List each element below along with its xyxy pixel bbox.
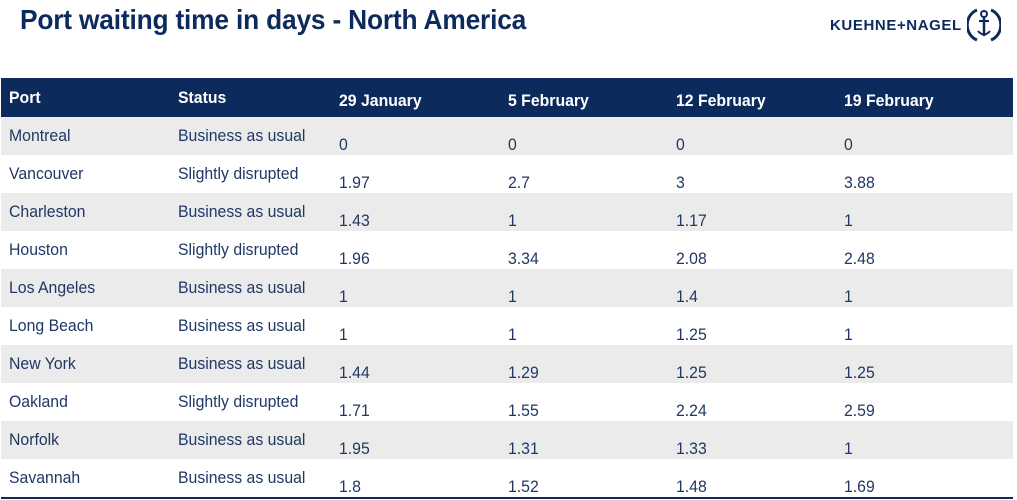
column-header-19-february: 19 February (844, 91, 934, 110)
waiting-days-cell: 3 (676, 173, 685, 192)
waiting-days-cell: 1.4 (676, 287, 698, 306)
waiting-days-cell: 1.69 (844, 477, 875, 496)
status-cell: Business as usual (178, 316, 306, 335)
column-header-status: Status (178, 88, 227, 107)
port-cell: Oakland (9, 392, 68, 411)
waiting-days-cell: 1.55 (508, 401, 539, 420)
port-cell: Los Angeles (9, 278, 96, 297)
waiting-days-cell: 2.08 (676, 249, 707, 268)
port-cell: Norfolk (9, 430, 60, 449)
status-cell: Business as usual (178, 126, 306, 145)
port-cell: Charleston (9, 202, 86, 221)
waiting-days-cell: 1.48 (676, 477, 707, 496)
waiting-days-cell: 1.29 (508, 363, 539, 382)
waiting-days-cell: 1.25 (676, 325, 707, 344)
waiting-days-cell: 0 (676, 135, 685, 154)
table-body: Montreal Business as usual 0 0 0 0 Vancouver Sl… (1, 117, 1013, 497)
port-waiting-table: Port Status 29 January 5 February 12 Feb… (1, 78, 1013, 499)
port-cell: Vancouver (9, 164, 84, 183)
table-row: Long Beach Business as usual 1 1 1.25 1 (1, 307, 1013, 345)
status-cell: Business as usual (178, 468, 306, 487)
waiting-days-cell: 1 (844, 287, 853, 306)
anchor-icon (966, 8, 1001, 42)
waiting-days-cell: 1 (508, 211, 517, 230)
waiting-days-cell: 1.25 (676, 363, 707, 382)
waiting-days-cell: 2.59 (844, 401, 875, 420)
waiting-days-cell: 2.24 (676, 401, 707, 420)
status-cell: Slightly disrupted (178, 392, 299, 411)
status-cell: Business as usual (178, 430, 306, 449)
waiting-days-cell: 3.34 (508, 249, 539, 268)
waiting-days-cell: 1 (844, 439, 853, 458)
waiting-days-cell: 1.52 (508, 477, 539, 496)
table-row: Charleston Business as usual 1.43 1 1.17 1 (1, 193, 1013, 231)
port-cell: Savannah (9, 468, 81, 487)
waiting-days-cell: 1 (844, 325, 853, 344)
waiting-days-cell: 1.17 (676, 211, 707, 230)
waiting-days-cell: 0 (339, 135, 348, 154)
waiting-days-cell: 1.8 (339, 477, 361, 496)
waiting-days-cell: 2.7 (508, 173, 530, 192)
waiting-days-cell: 0 (844, 135, 853, 154)
status-cell: Business as usual (178, 202, 306, 221)
column-header-5-february: 5 February (508, 91, 589, 110)
waiting-days-cell: 1.95 (339, 439, 370, 458)
table-header: Port Status 29 January 5 February 12 Feb… (1, 78, 1013, 117)
status-cell: Slightly disrupted (178, 164, 299, 183)
table-row: New York Business as usual 1.44 1.29 1.25 1.2… (1, 345, 1013, 383)
table-row: Oakland Slightly disrupted 1.71 1.55 2.24 2.5… (1, 383, 1013, 421)
port-cell: Long Beach (9, 316, 94, 335)
waiting-days-cell: 1.97 (339, 173, 370, 192)
waiting-days-cell: 1 (339, 287, 348, 306)
waiting-days-cell: 1.31 (508, 439, 539, 458)
status-cell: Business as usual (178, 354, 306, 373)
page-title: Port waiting time in days - North Americ… (20, 4, 527, 35)
waiting-days-cell: 1.71 (339, 401, 370, 420)
table-row: Norfolk Business as usual 1.95 1.31 1.33 1 (1, 421, 1013, 459)
column-header-port: Port (9, 88, 41, 107)
waiting-days-cell: 0 (508, 135, 517, 154)
waiting-days-cell: 1 (508, 325, 517, 344)
status-cell: Business as usual (178, 278, 306, 297)
waiting-days-cell: 2.48 (844, 249, 875, 268)
waiting-days-cell: 1 (844, 211, 853, 230)
kuehne-nagel-logo: KUEHNE+NAGEL (830, 6, 1001, 44)
column-header-29-january: 29 January (339, 91, 422, 110)
table-row: Houston Slightly disrupted 1.96 3.34 2.08 2.4… (1, 231, 1013, 269)
waiting-days-cell: 3.88 (844, 173, 875, 192)
waiting-days-cell: 1 (508, 287, 517, 306)
port-cell: New York (9, 354, 76, 373)
table-row: Los Angeles Business as usual 1 1 1.4 1 (1, 269, 1013, 307)
waiting-days-cell: 1.43 (339, 211, 370, 230)
table-row: Montreal Business as usual 0 0 0 0 (1, 117, 1013, 155)
table-row: Vancouver Slightly disrupted 1.97 2.7 3 3.88 (1, 155, 1013, 193)
waiting-days-cell: 1.96 (339, 249, 370, 268)
column-header-12-february: 12 February (676, 91, 766, 110)
waiting-days-cell: 1.33 (676, 439, 707, 458)
logo-text: KUEHNE+NAGEL (830, 16, 962, 34)
port-cell: Houston (9, 240, 68, 259)
status-cell: Slightly disrupted (178, 240, 299, 259)
waiting-days-cell: 1.44 (339, 363, 370, 382)
table-row: Savannah Business as usual 1.8 1.52 1.48 1.69 (1, 459, 1013, 497)
port-cell: Montreal (9, 126, 71, 145)
waiting-days-cell: 1 (339, 325, 348, 344)
waiting-days-cell: 1.25 (844, 363, 875, 382)
